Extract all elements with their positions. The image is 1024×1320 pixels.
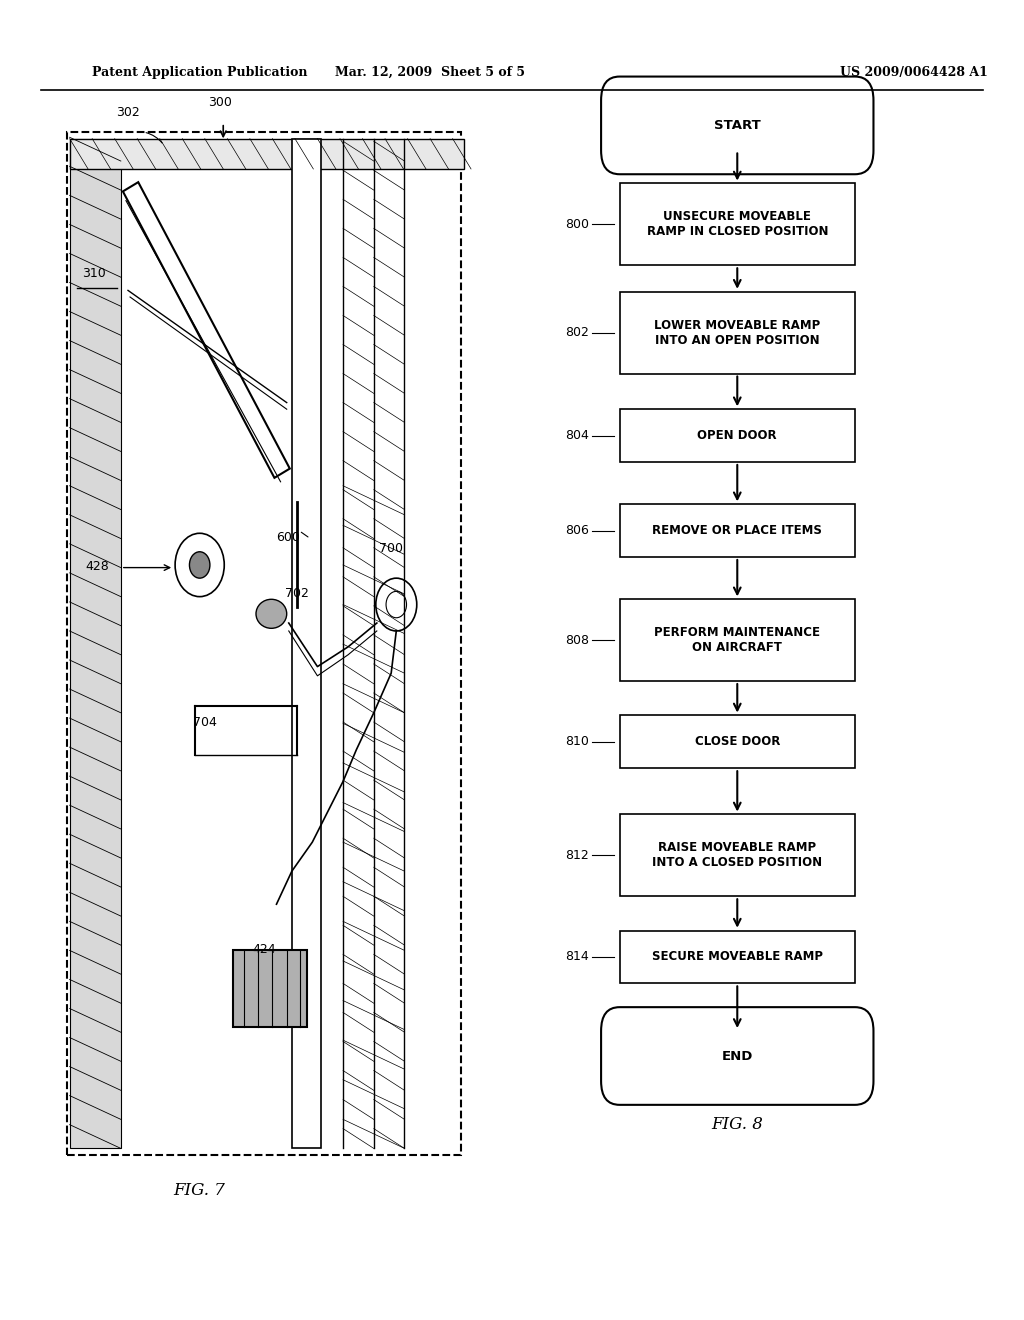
- FancyBboxPatch shape: [620, 715, 855, 768]
- FancyBboxPatch shape: [620, 814, 855, 896]
- Text: 802: 802: [565, 326, 589, 339]
- FancyBboxPatch shape: [601, 77, 873, 174]
- FancyBboxPatch shape: [620, 409, 855, 462]
- FancyBboxPatch shape: [620, 292, 855, 374]
- Text: 800: 800: [565, 218, 589, 231]
- Text: 700: 700: [379, 541, 402, 554]
- FancyBboxPatch shape: [292, 139, 321, 1148]
- Text: 428: 428: [85, 560, 109, 573]
- Text: LOWER MOVEABLE RAMP
INTO AN OPEN POSITION: LOWER MOVEABLE RAMP INTO AN OPEN POSITIO…: [654, 318, 820, 347]
- Text: END: END: [722, 1049, 753, 1063]
- Text: SECURE MOVEABLE RAMP: SECURE MOVEABLE RAMP: [652, 950, 822, 964]
- FancyBboxPatch shape: [233, 950, 307, 1027]
- Text: RAISE MOVEABLE RAMP
INTO A CLOSED POSITION: RAISE MOVEABLE RAMP INTO A CLOSED POSITI…: [652, 841, 822, 870]
- Circle shape: [386, 591, 407, 618]
- Text: 310: 310: [82, 267, 106, 280]
- FancyBboxPatch shape: [70, 139, 121, 1148]
- Circle shape: [376, 578, 417, 631]
- Text: FIG. 8: FIG. 8: [712, 1117, 763, 1133]
- FancyBboxPatch shape: [620, 931, 855, 983]
- Polygon shape: [123, 182, 290, 478]
- Text: 804: 804: [565, 429, 589, 442]
- Ellipse shape: [256, 599, 287, 628]
- Text: REMOVE OR PLACE ITEMS: REMOVE OR PLACE ITEMS: [652, 524, 822, 537]
- Circle shape: [175, 533, 224, 597]
- Text: 806: 806: [565, 524, 589, 537]
- Text: Patent Application Publication: Patent Application Publication: [92, 66, 307, 79]
- FancyBboxPatch shape: [620, 183, 855, 265]
- FancyBboxPatch shape: [620, 504, 855, 557]
- Text: START: START: [714, 119, 761, 132]
- FancyBboxPatch shape: [601, 1007, 873, 1105]
- Text: OPEN DOOR: OPEN DOOR: [697, 429, 777, 442]
- FancyBboxPatch shape: [70, 139, 464, 169]
- Text: 810: 810: [565, 735, 589, 748]
- Text: 424: 424: [252, 942, 276, 956]
- Text: US 2009/0064428 A1: US 2009/0064428 A1: [840, 66, 987, 79]
- FancyBboxPatch shape: [620, 599, 855, 681]
- Text: PERFORM MAINTENANCE
ON AIRCRAFT: PERFORM MAINTENANCE ON AIRCRAFT: [654, 626, 820, 655]
- Circle shape: [189, 552, 210, 578]
- Text: 812: 812: [565, 849, 589, 862]
- Text: 302: 302: [116, 106, 140, 119]
- Text: 704: 704: [193, 715, 217, 729]
- Text: 808: 808: [565, 634, 589, 647]
- Text: FIG. 7: FIG. 7: [174, 1183, 225, 1199]
- Text: UNSECURE MOVEABLE
RAMP IN CLOSED POSITION: UNSECURE MOVEABLE RAMP IN CLOSED POSITIO…: [646, 210, 828, 239]
- Text: Mar. 12, 2009  Sheet 5 of 5: Mar. 12, 2009 Sheet 5 of 5: [335, 66, 525, 79]
- Text: 600: 600: [276, 531, 300, 544]
- Text: 702: 702: [285, 586, 308, 599]
- Text: CLOSE DOOR: CLOSE DOOR: [694, 735, 780, 748]
- Text: 814: 814: [565, 950, 589, 964]
- Text: 300: 300: [208, 95, 232, 108]
